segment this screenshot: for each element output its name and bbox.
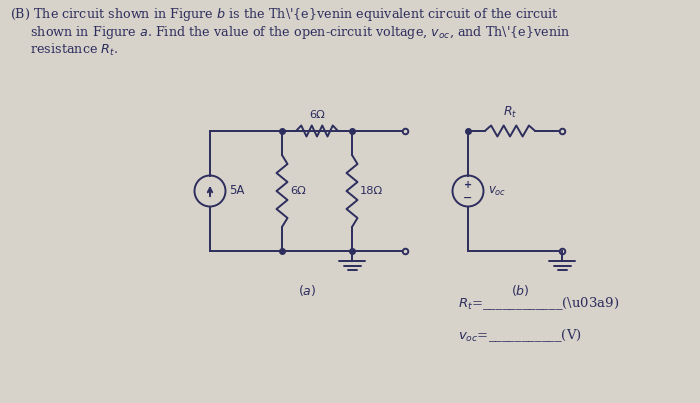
Text: 5A: 5A — [229, 185, 244, 197]
Text: $(a)$: $(a)$ — [298, 283, 316, 298]
Text: $R_t$=____________(\u03a9): $R_t$=____________(\u03a9) — [458, 295, 620, 312]
Text: 18Ω: 18Ω — [360, 186, 383, 196]
Text: 6Ω: 6Ω — [309, 110, 325, 120]
Text: $v_{oc}$: $v_{oc}$ — [488, 185, 506, 197]
Text: resistance $R_t$.: resistance $R_t$. — [10, 42, 118, 58]
Text: $v_{oc}$=___________(V): $v_{oc}$=___________(V) — [458, 327, 582, 344]
Text: +: + — [464, 180, 472, 190]
Text: −: − — [463, 193, 473, 203]
Text: (B) The circuit shown in Figure $b$ is the Th\'{e}venin equivalent circuit of th: (B) The circuit shown in Figure $b$ is t… — [10, 6, 559, 23]
Text: $(b)$: $(b)$ — [511, 283, 529, 298]
Text: $R_t$: $R_t$ — [503, 105, 517, 120]
Text: 6Ω: 6Ω — [290, 186, 306, 196]
Text: shown in Figure $a$. Find the value of the open-circuit voltage, $v_{oc}$, and T: shown in Figure $a$. Find the value of t… — [10, 24, 570, 41]
